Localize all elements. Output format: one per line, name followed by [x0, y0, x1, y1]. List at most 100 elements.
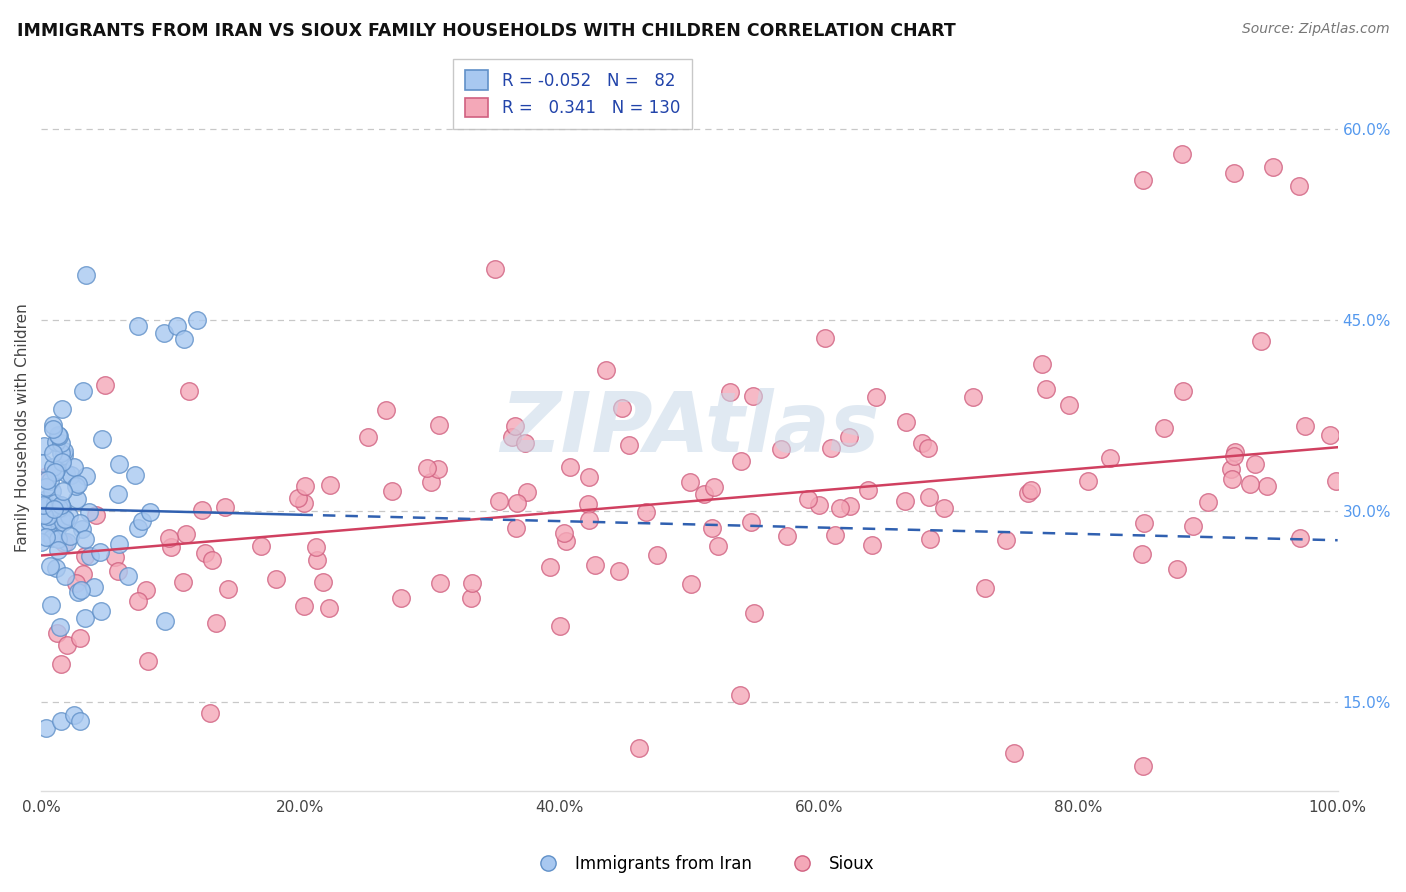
Point: [52, 448, 75, 462]
Point: [808, 498, 831, 512]
Point: [775, 529, 797, 543]
Point: [38, 527, 60, 541]
Point: [69, 714, 91, 728]
Point: [205, 616, 228, 631]
Point: [918, 533, 941, 547]
Point: [30, 535, 52, 549]
Point: [1002, 746, 1025, 760]
Point: [1132, 758, 1154, 772]
Point: [53, 511, 76, 525]
Point: [838, 430, 860, 444]
Point: [305, 540, 328, 554]
Point: [742, 606, 765, 620]
Point: [201, 553, 224, 567]
Point: [90, 604, 112, 618]
Point: [191, 503, 214, 517]
Point: [934, 501, 956, 516]
Point: [32, 493, 55, 508]
Point: [718, 385, 741, 400]
Point: [217, 582, 239, 597]
Point: [42, 446, 65, 460]
Point: [415, 461, 437, 475]
Point: [153, 326, 176, 340]
Point: [796, 492, 818, 507]
Point: [1324, 474, 1347, 488]
Point: [636, 506, 658, 520]
Point: [52, 443, 75, 458]
Point: [1153, 421, 1175, 435]
Point: [65, 575, 87, 590]
Point: [741, 389, 763, 403]
Point: [77, 505, 100, 519]
Point: [67, 477, 90, 491]
Point: [66, 491, 89, 506]
Point: [820, 442, 842, 456]
Point: [814, 331, 837, 345]
Point: [48, 428, 70, 442]
Point: [357, 430, 380, 444]
Point: [707, 540, 730, 554]
Point: [427, 417, 450, 432]
Point: [1017, 486, 1039, 500]
Point: [700, 521, 723, 535]
Point: [505, 521, 527, 535]
Point: [69, 516, 91, 530]
Point: [91, 432, 114, 446]
Point: [578, 513, 600, 527]
Point: [35, 721, 58, 735]
Point: [607, 564, 630, 578]
Point: [578, 469, 600, 483]
Point: [38, 475, 60, 489]
Point: [962, 390, 984, 404]
Point: [41, 484, 63, 499]
Point: [49, 657, 72, 671]
Point: [287, 491, 309, 505]
Point: [865, 390, 887, 404]
Point: [73, 549, 96, 563]
Point: [48, 532, 70, 546]
Point: [131, 515, 153, 529]
Point: [127, 521, 149, 535]
Point: [307, 552, 329, 566]
Legend: R = -0.052   N =   82, R =   0.341   N = 130: R = -0.052 N = 82, R = 0.341 N = 130: [454, 59, 692, 129]
Point: [375, 402, 398, 417]
Point: [1133, 516, 1156, 530]
Point: [51, 455, 73, 469]
Point: [703, 480, 725, 494]
Point: [52, 484, 75, 499]
Point: [42, 460, 65, 475]
Point: [214, 500, 236, 515]
Point: [1239, 477, 1261, 491]
Point: [1220, 472, 1243, 486]
Point: [839, 499, 862, 513]
Point: [53, 569, 76, 583]
Point: [501, 430, 523, 444]
Legend: Immigrants from Iran, Sioux: Immigrants from Iran, Sioux: [524, 848, 882, 880]
Point: [76, 268, 98, 283]
Text: Source: ZipAtlas.com: Source: ZipAtlas.com: [1241, 22, 1389, 37]
Point: [1250, 334, 1272, 348]
Point: [48, 500, 70, 515]
Point: [35, 473, 58, 487]
Point: [72, 522, 94, 536]
Point: [1166, 562, 1188, 576]
Point: [555, 533, 578, 548]
Point: [84, 508, 107, 522]
Point: [426, 462, 449, 476]
Point: [49, 512, 72, 526]
Point: [860, 538, 883, 552]
Point: [1130, 547, 1153, 561]
Text: ZIPAtlas: ZIPAtlas: [499, 388, 879, 468]
Point: [179, 384, 201, 398]
Point: [157, 531, 180, 545]
Point: [72, 567, 94, 582]
Point: [59, 529, 82, 543]
Point: [153, 614, 176, 628]
Point: [124, 467, 146, 482]
Point: [45, 523, 67, 537]
Point: [72, 384, 94, 398]
Point: [1031, 357, 1053, 371]
Point: [484, 261, 506, 276]
Point: [32, 508, 55, 522]
Point: [645, 548, 668, 562]
